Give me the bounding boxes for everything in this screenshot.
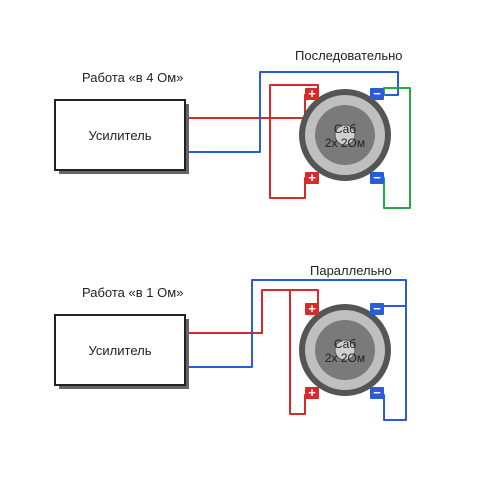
connection-type-label: Параллельно (310, 263, 392, 278)
terminal-sign: − (373, 301, 381, 316)
connection-type-label: Последовательно (295, 48, 403, 63)
amplifier-label: Усилитель (89, 128, 152, 143)
terminal-sign: − (373, 170, 381, 185)
terminal-sign: + (308, 301, 316, 316)
terminal-sign: + (308, 86, 316, 101)
terminal-sign: − (373, 86, 381, 101)
diagram-parallel: Параллельно Работа «в 1 Ом» Усилитель Саб2x… (55, 263, 406, 420)
wiring-diagram: Последовательно Работа «в 4 Ом» Усилитель С… (0, 0, 500, 500)
speaker-label-2: 2x 2Ом (325, 136, 365, 150)
speaker-label-1: Саб (334, 122, 356, 136)
terminal-sign: + (308, 170, 316, 185)
impedance-mode-label: Работа «в 1 Ом» (82, 285, 183, 300)
speaker-label-2: 2x 2Ом (325, 351, 365, 365)
amplifier-label: Усилитель (89, 343, 152, 358)
speaker-label-1: Саб (334, 337, 356, 351)
terminal-sign: − (373, 385, 381, 400)
terminal-sign: + (308, 385, 316, 400)
impedance-mode-label: Работа «в 4 Ом» (82, 70, 183, 85)
diagram-series: Последовательно Работа «в 4 Ом» Усилитель С… (55, 48, 410, 208)
wire (185, 95, 305, 118)
